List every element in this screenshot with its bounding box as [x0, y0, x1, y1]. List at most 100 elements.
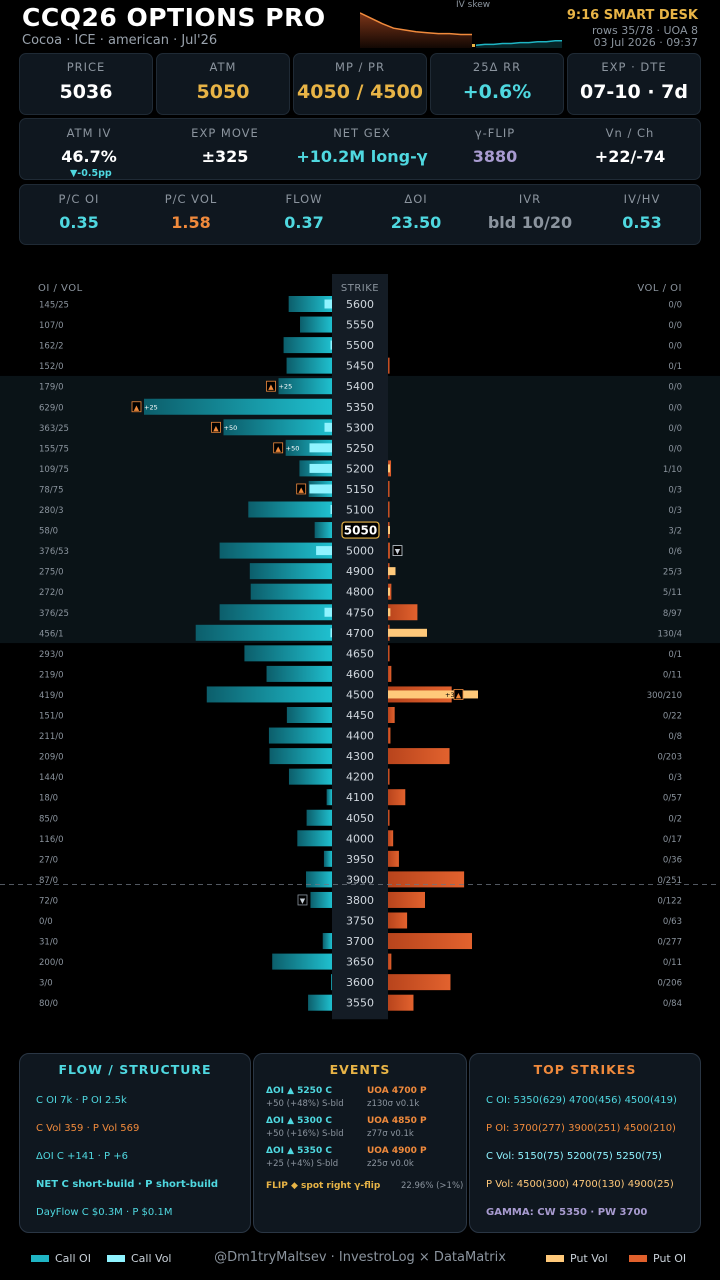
ladder-row: 58/0 5050 3/2: [39, 521, 682, 539]
metric-label: EXP MOVE: [191, 126, 259, 140]
skew-put-area: [360, 12, 472, 48]
metric-value: ±325: [201, 147, 249, 166]
put-vol-oi-label: 300/210: [647, 691, 682, 701]
call-oi-vol-label: 31/0: [39, 938, 58, 948]
legend-call-vol: Call Vol: [107, 1252, 172, 1265]
put-vol-oi-label: 0/3: [668, 485, 682, 495]
call-vol-bar: [309, 463, 332, 473]
metric-label: Vn / Ch: [605, 126, 655, 140]
metric-net-gex: NET GEX +10.2M long-γ: [282, 126, 442, 166]
events-panel: EVENTS ΔOI ▲ 5250 C +50 (+48%) S-bld UOA…: [253, 1053, 467, 1233]
strike-label: 5200: [346, 462, 374, 475]
put-vol-oi-label: 0/11: [663, 670, 682, 680]
strike-label: 5600: [346, 298, 374, 311]
metric-pc-vol: P/C VOL 1.58: [146, 192, 236, 232]
put-vol-oi-label: 0/2: [668, 814, 682, 824]
metric-ivr: IVR bld 10/20: [480, 192, 580, 232]
event-uoa-3-detail: z25σ v0.0k: [367, 1159, 414, 1169]
put-delta-tag: +3: [445, 691, 455, 699]
put-oi-bar: [388, 974, 451, 991]
iv-skew-label: IV skew: [456, 0, 491, 10]
call-oi-vol-label: 376/53: [39, 547, 69, 557]
iv-skew-sparkline: [360, 12, 562, 48]
call-oi-bar: [286, 357, 332, 374]
metric-value: +10.2M long-γ: [296, 147, 428, 166]
kpi-label: PRICE: [66, 60, 106, 74]
strike-label: 4050: [346, 812, 374, 825]
ladder-row: 280/3 5100 0/3: [39, 501, 682, 518]
put-vol-oi-label: 0/0: [668, 301, 682, 311]
call-vol-bar: [330, 505, 332, 514]
call-oi-vol-label: 419/0: [39, 691, 64, 701]
flow-net-line: NET C short-build · P short-build: [36, 1179, 219, 1190]
ladder-row: 419/0 4500 300/210 ▲+3: [39, 686, 682, 703]
call-oi-bar: [223, 419, 332, 436]
put-oi-bar: [388, 501, 390, 518]
strike-label: 3700: [346, 935, 374, 948]
put-oi-bar: [388, 768, 390, 785]
call-oi-vol-label: 87/0: [39, 876, 58, 886]
metric-value: bld 10/20: [487, 213, 573, 232]
call-oi-bar: [244, 645, 332, 662]
legend-label: Put Vol: [570, 1252, 608, 1265]
ladder-row: 145/25 5600 0/0: [39, 296, 682, 312]
put-vol-oi-label: 0/8: [668, 732, 682, 742]
kpi-atm: ATM 5050: [156, 53, 290, 115]
call-vol-bar: [324, 607, 332, 617]
call-vol-bar: [309, 443, 332, 453]
call-oi-vol-label: 376/25: [39, 609, 69, 619]
call-oi-bar: [283, 337, 332, 354]
put-vol-oi-label: 0/63: [663, 917, 682, 927]
call-oi-vol-label: 456/1: [39, 629, 64, 639]
put-oi-bar: [388, 707, 395, 723]
call-delta-marker-box: [266, 380, 276, 392]
event-uoa-3: UOA 4900 P: [367, 1146, 427, 1156]
metric-value: 0.53: [622, 213, 662, 232]
mid-header: STRIKE: [341, 283, 379, 294]
metrics-row-3: P/C OI 0.35 P/C VOL 1.58 FLOW 0.37 ΔOI 2…: [19, 184, 701, 245]
put-vol-oi-label: 25/3: [663, 568, 682, 578]
call-oi-bar: [249, 563, 332, 580]
metric-label: NET GEX: [333, 126, 391, 140]
kpi-value: 5050: [196, 81, 250, 103]
ladder-row: 109/75 5200 1/10: [39, 460, 682, 477]
strike-label: 4400: [346, 730, 374, 743]
strike-label: 4900: [346, 565, 374, 578]
top-put-vol: P Vol: 4500(300) 4700(130) 4900(25): [486, 1179, 674, 1190]
event-flip-pct: 22.96% (>1%): [401, 1181, 464, 1191]
swatch-call-vol: [107, 1255, 125, 1262]
call-oi-vol-label: 363/25: [39, 424, 69, 434]
put-oi-bar: [388, 912, 408, 929]
skew-atm-marker: [472, 44, 475, 47]
panel-title: TOP STRIKES: [533, 1062, 637, 1077]
call-oi-bar: [206, 686, 332, 703]
call-oi-vol-label: 145/25: [39, 301, 69, 311]
call-oi-vol-label: 179/0: [39, 383, 64, 393]
ladder-row: 0/0 3750 0/63: [39, 912, 682, 929]
ladder-row: 85/0 4050 0/2: [39, 809, 682, 826]
metric-pc-oi: P/C OI 0.35: [40, 192, 118, 232]
put-vol-oi-label: 0/6: [668, 547, 682, 557]
call-oi-vol-label: 211/0: [39, 732, 64, 742]
event-doi-3-detail: +25 (+4%) S-bld: [266, 1159, 339, 1169]
ladder-row: 78/75 5150 0/3 ▲: [39, 480, 682, 497]
ladder-row: 116/0 4000 0/17: [39, 830, 682, 847]
ladder-row: 87/0 3900 0/251: [39, 871, 682, 888]
call-oi-bar: [266, 665, 332, 682]
rows-info: rows 35/78 · UOA 8: [592, 24, 698, 37]
strike-label: 4450: [346, 709, 374, 722]
ladder-row: 155/75 5250 0/0 ▲ +50: [39, 439, 682, 456]
put-delta-marker-box: [392, 545, 403, 557]
strike-label: 5500: [346, 339, 374, 352]
timestamp: 03 Jul 2026 · 09:37: [593, 36, 698, 49]
call-oi-bar: [219, 604, 332, 621]
call-oi-vol-label: 116/0: [39, 835, 64, 845]
ladder-row: 275/0 4900 25/3: [39, 563, 682, 580]
event-uoa-2: UOA 4850 P: [367, 1116, 427, 1126]
call-vol-bar: [316, 546, 332, 556]
ladder-row: 272/0 4800 5/11: [39, 583, 682, 600]
strike-label: 3750: [346, 915, 374, 928]
put-oi-bar: [388, 891, 425, 908]
top-strikes-panel: TOP STRIKES C OI: 5350(629) 4700(456) 45…: [469, 1053, 701, 1233]
